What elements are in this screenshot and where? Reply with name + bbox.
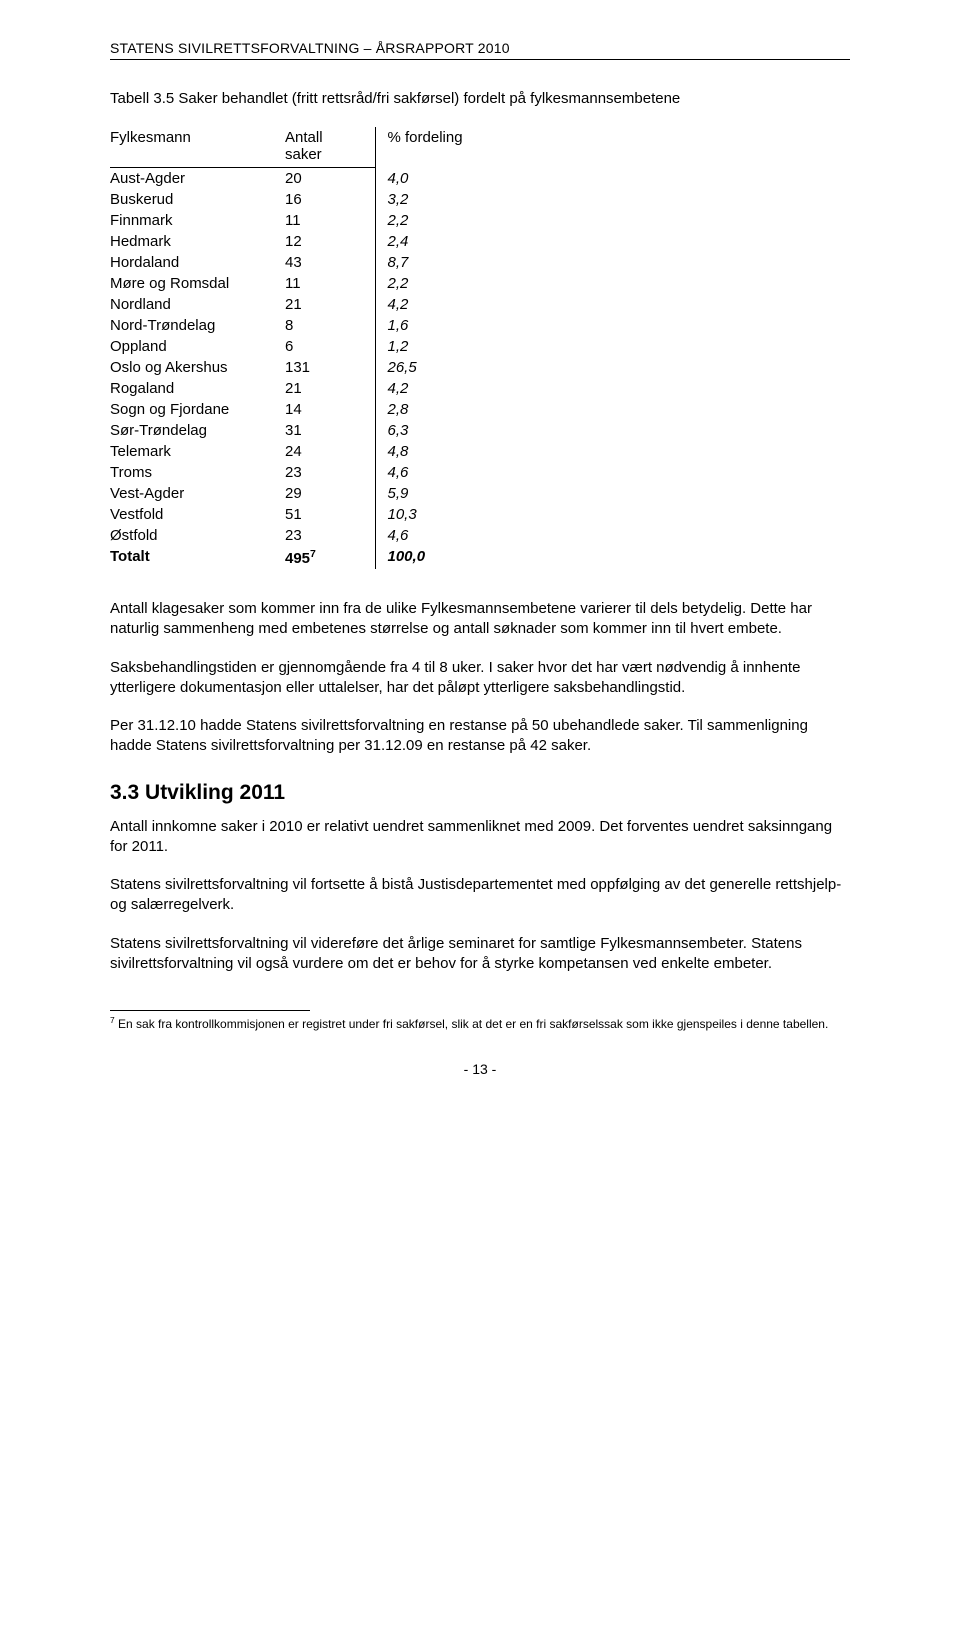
cell-county: Telemark bbox=[110, 441, 285, 462]
county-table: Fylkesmann Antall saker % fordeling Aust… bbox=[110, 127, 495, 569]
footnote-text: En sak fra kontrollkommisjonen er regist… bbox=[115, 1017, 829, 1031]
table-row: Rogaland214,2 bbox=[110, 378, 495, 399]
footnote: 7 En sak fra kontrollkommisjonen er regi… bbox=[110, 1015, 850, 1033]
cell-county: Vest-Agder bbox=[110, 483, 285, 504]
cell-cases: 131 bbox=[285, 357, 375, 378]
cell-county: Aust-Agder bbox=[110, 168, 285, 190]
cell-county: Nordland bbox=[110, 294, 285, 315]
cell-pct: 4,6 bbox=[375, 462, 495, 483]
cell-cases: 51 bbox=[285, 504, 375, 525]
table-row: Oslo og Akershus13126,5 bbox=[110, 357, 495, 378]
cell-total-label: Totalt bbox=[110, 546, 285, 569]
cell-cases: 24 bbox=[285, 441, 375, 462]
cell-county: Oppland bbox=[110, 336, 285, 357]
cell-county: Hedmark bbox=[110, 231, 285, 252]
cell-cases: 23 bbox=[285, 462, 375, 483]
cell-total-pct: 100,0 bbox=[375, 546, 495, 569]
paragraph: Statens sivilrettsforvaltning vil videre… bbox=[110, 934, 850, 975]
cell-pct: 4,2 bbox=[375, 378, 495, 399]
cell-cases: 6 bbox=[285, 336, 375, 357]
cell-county: Troms bbox=[110, 462, 285, 483]
cell-cases: 20 bbox=[285, 168, 375, 190]
document-page: STATENS SIVILRETTSFORVALTNING – ÅRSRAPPO… bbox=[0, 0, 960, 1127]
table-row: Nord-Trøndelag81,6 bbox=[110, 315, 495, 336]
cell-county: Østfold bbox=[110, 525, 285, 546]
cell-county: Oslo og Akershus bbox=[110, 357, 285, 378]
paragraph: Antall klagesaker som kommer inn fra de … bbox=[110, 599, 850, 640]
paragraph: Per 31.12.10 hadde Statens sivilrettsfor… bbox=[110, 716, 850, 757]
cell-county: Nord-Trøndelag bbox=[110, 315, 285, 336]
table-caption: Tabell 3.5 Saker behandlet (fritt rettsr… bbox=[110, 88, 850, 109]
cell-county: Hordaland bbox=[110, 252, 285, 273]
table-row: Finnmark112,2 bbox=[110, 210, 495, 231]
paragraph: Statens sivilrettsforvaltning vil fortse… bbox=[110, 875, 850, 916]
table-row: Nordland214,2 bbox=[110, 294, 495, 315]
cell-cases: 16 bbox=[285, 189, 375, 210]
table-row: Vest-Agder295,9 bbox=[110, 483, 495, 504]
page-header: STATENS SIVILRETTSFORVALTNING – ÅRSRAPPO… bbox=[110, 40, 850, 56]
cell-pct: 26,5 bbox=[375, 357, 495, 378]
table-row: Hordaland438,7 bbox=[110, 252, 495, 273]
cell-county: Rogaland bbox=[110, 378, 285, 399]
table-row: Østfold234,6 bbox=[110, 525, 495, 546]
cell-cases: 12 bbox=[285, 231, 375, 252]
cell-pct: 4,2 bbox=[375, 294, 495, 315]
page-number: - 13 - bbox=[110, 1061, 850, 1077]
cell-cases: 21 bbox=[285, 378, 375, 399]
cell-cases: 23 bbox=[285, 525, 375, 546]
cell-pct: 2,2 bbox=[375, 210, 495, 231]
cell-county: Finnmark bbox=[110, 210, 285, 231]
table-row: Vestfold5110,3 bbox=[110, 504, 495, 525]
cell-pct: 4,0 bbox=[375, 168, 495, 190]
paragraph: Antall innkomne saker i 2010 er relativt… bbox=[110, 817, 850, 858]
cell-cases: 11 bbox=[285, 210, 375, 231]
cell-cases: 21 bbox=[285, 294, 375, 315]
cell-county: Møre og Romsdal bbox=[110, 273, 285, 294]
cell-pct: 4,6 bbox=[375, 525, 495, 546]
cell-pct: 2,2 bbox=[375, 273, 495, 294]
cell-pct: 3,2 bbox=[375, 189, 495, 210]
paragraph: Saksbehandlingstiden er gjennomgående fr… bbox=[110, 658, 850, 699]
cell-county: Buskerud bbox=[110, 189, 285, 210]
col-header-pct: % fordeling bbox=[375, 127, 495, 168]
table-row: Troms234,6 bbox=[110, 462, 495, 483]
cell-county: Vestfold bbox=[110, 504, 285, 525]
table-row: Telemark244,8 bbox=[110, 441, 495, 462]
table-row: Hedmark122,4 bbox=[110, 231, 495, 252]
table-row: Sør-Trøndelag316,3 bbox=[110, 420, 495, 441]
footnote-separator bbox=[110, 1010, 310, 1011]
cell-pct: 6,3 bbox=[375, 420, 495, 441]
cell-county: Sør-Trøndelag bbox=[110, 420, 285, 441]
cell-pct: 10,3 bbox=[375, 504, 495, 525]
cell-cases: 14 bbox=[285, 399, 375, 420]
header-rule: STATENS SIVILRETTSFORVALTNING – ÅRSRAPPO… bbox=[110, 40, 850, 60]
cell-pct: 2,4 bbox=[375, 231, 495, 252]
table-total-row: Totalt4957100,0 bbox=[110, 546, 495, 569]
col-header-cases: Antall saker bbox=[285, 127, 375, 168]
table-row: Buskerud163,2 bbox=[110, 189, 495, 210]
cell-pct: 1,6 bbox=[375, 315, 495, 336]
section-heading: 3.3 Utvikling 2011 bbox=[110, 781, 850, 805]
table-row: Oppland61,2 bbox=[110, 336, 495, 357]
cell-cases: 29 bbox=[285, 483, 375, 504]
table-row: Aust-Agder204,0 bbox=[110, 168, 495, 190]
col-header-county: Fylkesmann bbox=[110, 127, 285, 168]
cell-total-cases: 4957 bbox=[285, 546, 375, 569]
cell-pct: 2,8 bbox=[375, 399, 495, 420]
cell-cases: 11 bbox=[285, 273, 375, 294]
cell-county: Sogn og Fjordane bbox=[110, 399, 285, 420]
cell-cases: 43 bbox=[285, 252, 375, 273]
table-row: Møre og Romsdal112,2 bbox=[110, 273, 495, 294]
cell-pct: 4,8 bbox=[375, 441, 495, 462]
cell-pct: 8,7 bbox=[375, 252, 495, 273]
cell-cases: 8 bbox=[285, 315, 375, 336]
table-row: Sogn og Fjordane142,8 bbox=[110, 399, 495, 420]
cell-pct: 5,9 bbox=[375, 483, 495, 504]
cell-pct: 1,2 bbox=[375, 336, 495, 357]
cell-cases: 31 bbox=[285, 420, 375, 441]
table-header-row: Fylkesmann Antall saker % fordeling bbox=[110, 127, 495, 168]
